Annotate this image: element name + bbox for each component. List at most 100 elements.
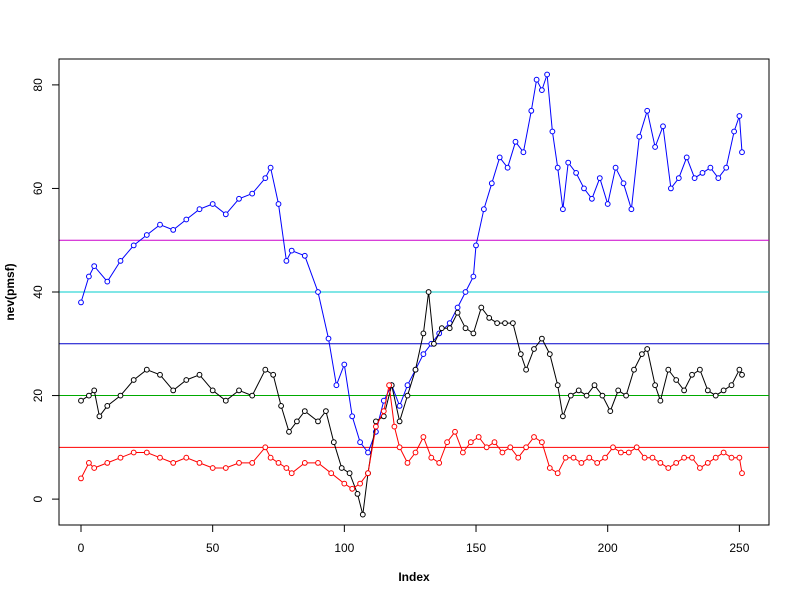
- series-line: [80, 385, 743, 490]
- data-point: [507, 444, 514, 451]
- data-point: [565, 159, 572, 166]
- series-2: [78, 382, 745, 492]
- x-tick-label: 200: [598, 541, 618, 555]
- data-point: [496, 154, 503, 161]
- data-point: [544, 71, 550, 78]
- data-point: [488, 180, 495, 187]
- data-point: [510, 320, 516, 327]
- data-point: [657, 397, 664, 404]
- data-point: [117, 454, 124, 461]
- data-point: [591, 382, 598, 389]
- data-point: [586, 454, 593, 461]
- data-point: [641, 454, 648, 461]
- x-tick-label: 50: [206, 541, 220, 555]
- data-point: [539, 335, 545, 342]
- y-axis-label: nev(pmsf): [3, 263, 17, 320]
- data-point: [470, 330, 477, 337]
- data-point: [697, 465, 703, 471]
- data-point: [104, 403, 111, 409]
- data-point: [546, 465, 553, 471]
- data-point: [86, 273, 92, 280]
- data-point: [267, 164, 274, 171]
- data-point: [196, 460, 203, 466]
- data-point: [404, 382, 411, 389]
- data-point: [249, 460, 256, 466]
- data-point: [499, 449, 506, 456]
- data-point: [333, 382, 340, 389]
- data-point: [436, 460, 443, 466]
- x-tick-label: 100: [334, 541, 354, 555]
- data-point: [531, 434, 537, 440]
- data-point: [652, 382, 658, 389]
- data-point: [86, 460, 92, 466]
- data-point: [478, 304, 485, 311]
- data-point: [633, 444, 640, 451]
- data-point: [288, 247, 295, 254]
- data-point: [412, 366, 419, 373]
- data-point: [78, 397, 84, 404]
- y-tick-label: 60: [31, 181, 45, 195]
- data-point: [481, 206, 487, 213]
- data-point: [494, 320, 501, 327]
- data-point: [625, 449, 632, 456]
- y-axis: 0 20 40 60 80: [31, 78, 60, 502]
- series-line: [80, 291, 743, 515]
- data-point: [454, 304, 461, 311]
- data-point: [723, 164, 730, 171]
- data-point: [294, 418, 300, 425]
- data-point: [473, 242, 479, 249]
- data-point: [275, 201, 282, 207]
- data-point: [349, 485, 356, 492]
- data-point: [301, 408, 308, 415]
- data-point: [267, 454, 274, 461]
- data-point: [715, 175, 722, 182]
- data-point: [330, 439, 337, 446]
- data-point: [554, 470, 561, 477]
- data-point: [660, 123, 666, 130]
- data-point: [262, 444, 269, 451]
- y-tick-label: 0: [31, 495, 45, 502]
- data-point: [275, 460, 282, 466]
- data-point: [736, 113, 743, 119]
- data-point: [373, 423, 379, 430]
- data-point: [183, 216, 190, 223]
- data-point: [236, 460, 242, 466]
- series-layer: [78, 71, 745, 518]
- data-point: [222, 397, 229, 404]
- data-point: [673, 377, 680, 383]
- data-point: [86, 392, 92, 399]
- data-point: [575, 387, 582, 394]
- data-point: [728, 454, 735, 461]
- data-point: [196, 371, 203, 378]
- data-point: [357, 439, 364, 446]
- data-point: [315, 289, 321, 295]
- data-point: [570, 454, 577, 461]
- data-point: [262, 175, 269, 182]
- data-point: [578, 460, 585, 466]
- data-point: [475, 434, 482, 440]
- data-point: [91, 263, 98, 270]
- data-point: [562, 454, 569, 461]
- data-point: [325, 335, 332, 342]
- data-point: [341, 480, 348, 487]
- data-point: [328, 470, 335, 477]
- data-point: [396, 403, 403, 409]
- data-point: [560, 206, 566, 213]
- data-point: [420, 434, 427, 440]
- data-point: [739, 371, 745, 378]
- data-point: [699, 170, 706, 176]
- y-tick-label: 20: [31, 389, 45, 403]
- data-point: [283, 465, 290, 471]
- data-point: [130, 449, 137, 456]
- data-point: [454, 309, 461, 316]
- data-point: [523, 444, 529, 451]
- data-point: [681, 454, 687, 461]
- data-point: [644, 346, 651, 352]
- data-point: [573, 170, 579, 176]
- data-point: [657, 460, 664, 466]
- data-point: [157, 454, 163, 461]
- data-point: [270, 371, 277, 378]
- data-point: [338, 465, 345, 471]
- data-point: [117, 392, 124, 399]
